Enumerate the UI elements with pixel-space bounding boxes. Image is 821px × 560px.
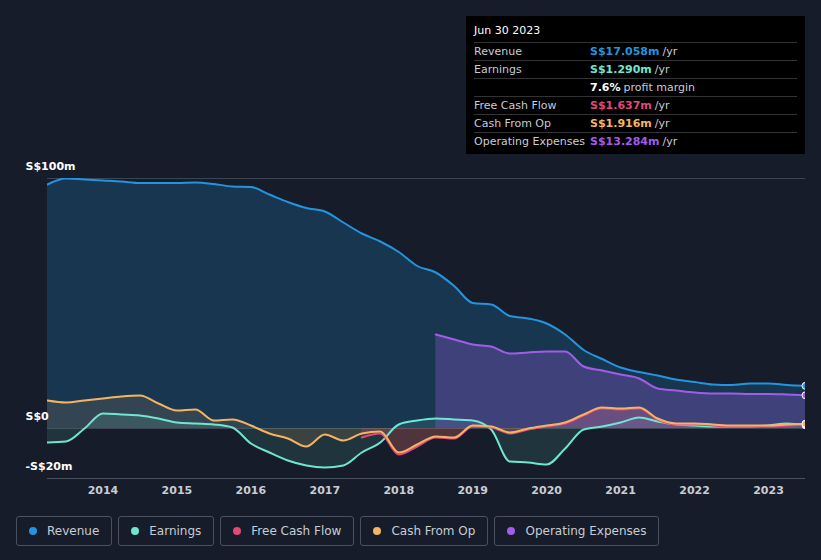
- html-text:Cash From Op: Cash From Op: [474, 117, 551, 130]
- html-text:Cash From Op: Cash From Op: [391, 524, 476, 538]
- svg-text:2023: 2023: [753, 484, 784, 497]
- html-text:Earnings: Earnings: [474, 63, 522, 76]
- html-text:S$17.058m /yr: S$17.058m /yr: [590, 45, 678, 58]
- html-text:Revenue: Revenue: [474, 45, 522, 58]
- svg-text:2022: 2022: [679, 484, 710, 497]
- svg-text:2015: 2015: [162, 484, 193, 497]
- html-text:S$1.290m /yr: S$1.290m /yr: [590, 63, 670, 76]
- svg-text:2019: 2019: [457, 484, 488, 497]
- html-text:Operating Expenses: Operating Expenses: [474, 135, 585, 148]
- svg-text:2014: 2014: [88, 484, 119, 497]
- svg-text:2020: 2020: [531, 484, 562, 497]
- svg-text:S$0: S$0: [26, 410, 50, 423]
- svg-text:2021: 2021: [605, 484, 636, 497]
- svg-text:2016: 2016: [236, 484, 267, 497]
- html-text:S$13.284m /yr: S$13.284m /yr: [590, 135, 678, 148]
- html-text:Free Cash Flow: Free Cash Flow: [474, 99, 557, 112]
- svg-text:-S$20m: -S$20m: [26, 460, 73, 473]
- html-text:Revenue: Revenue: [47, 524, 100, 538]
- html-text:Free Cash Flow: Free Cash Flow: [251, 524, 342, 538]
- html-text:7.6% profit margin: 7.6% profit margin: [590, 81, 695, 94]
- svg-text:2018: 2018: [383, 484, 414, 497]
- html-text:S$1.916m /yr: S$1.916m /yr: [590, 117, 670, 130]
- svg-text:S$100m: S$100m: [26, 160, 76, 173]
- html-text:Jun 30 2023: Jun 30 2023: [474, 24, 541, 37]
- svg-text:2017: 2017: [310, 484, 341, 497]
- html-text:Operating Expenses: Operating Expenses: [525, 524, 647, 538]
- html-text:S$1.637m /yr: S$1.637m /yr: [590, 99, 670, 112]
- html-text:Earnings: Earnings: [149, 524, 202, 538]
